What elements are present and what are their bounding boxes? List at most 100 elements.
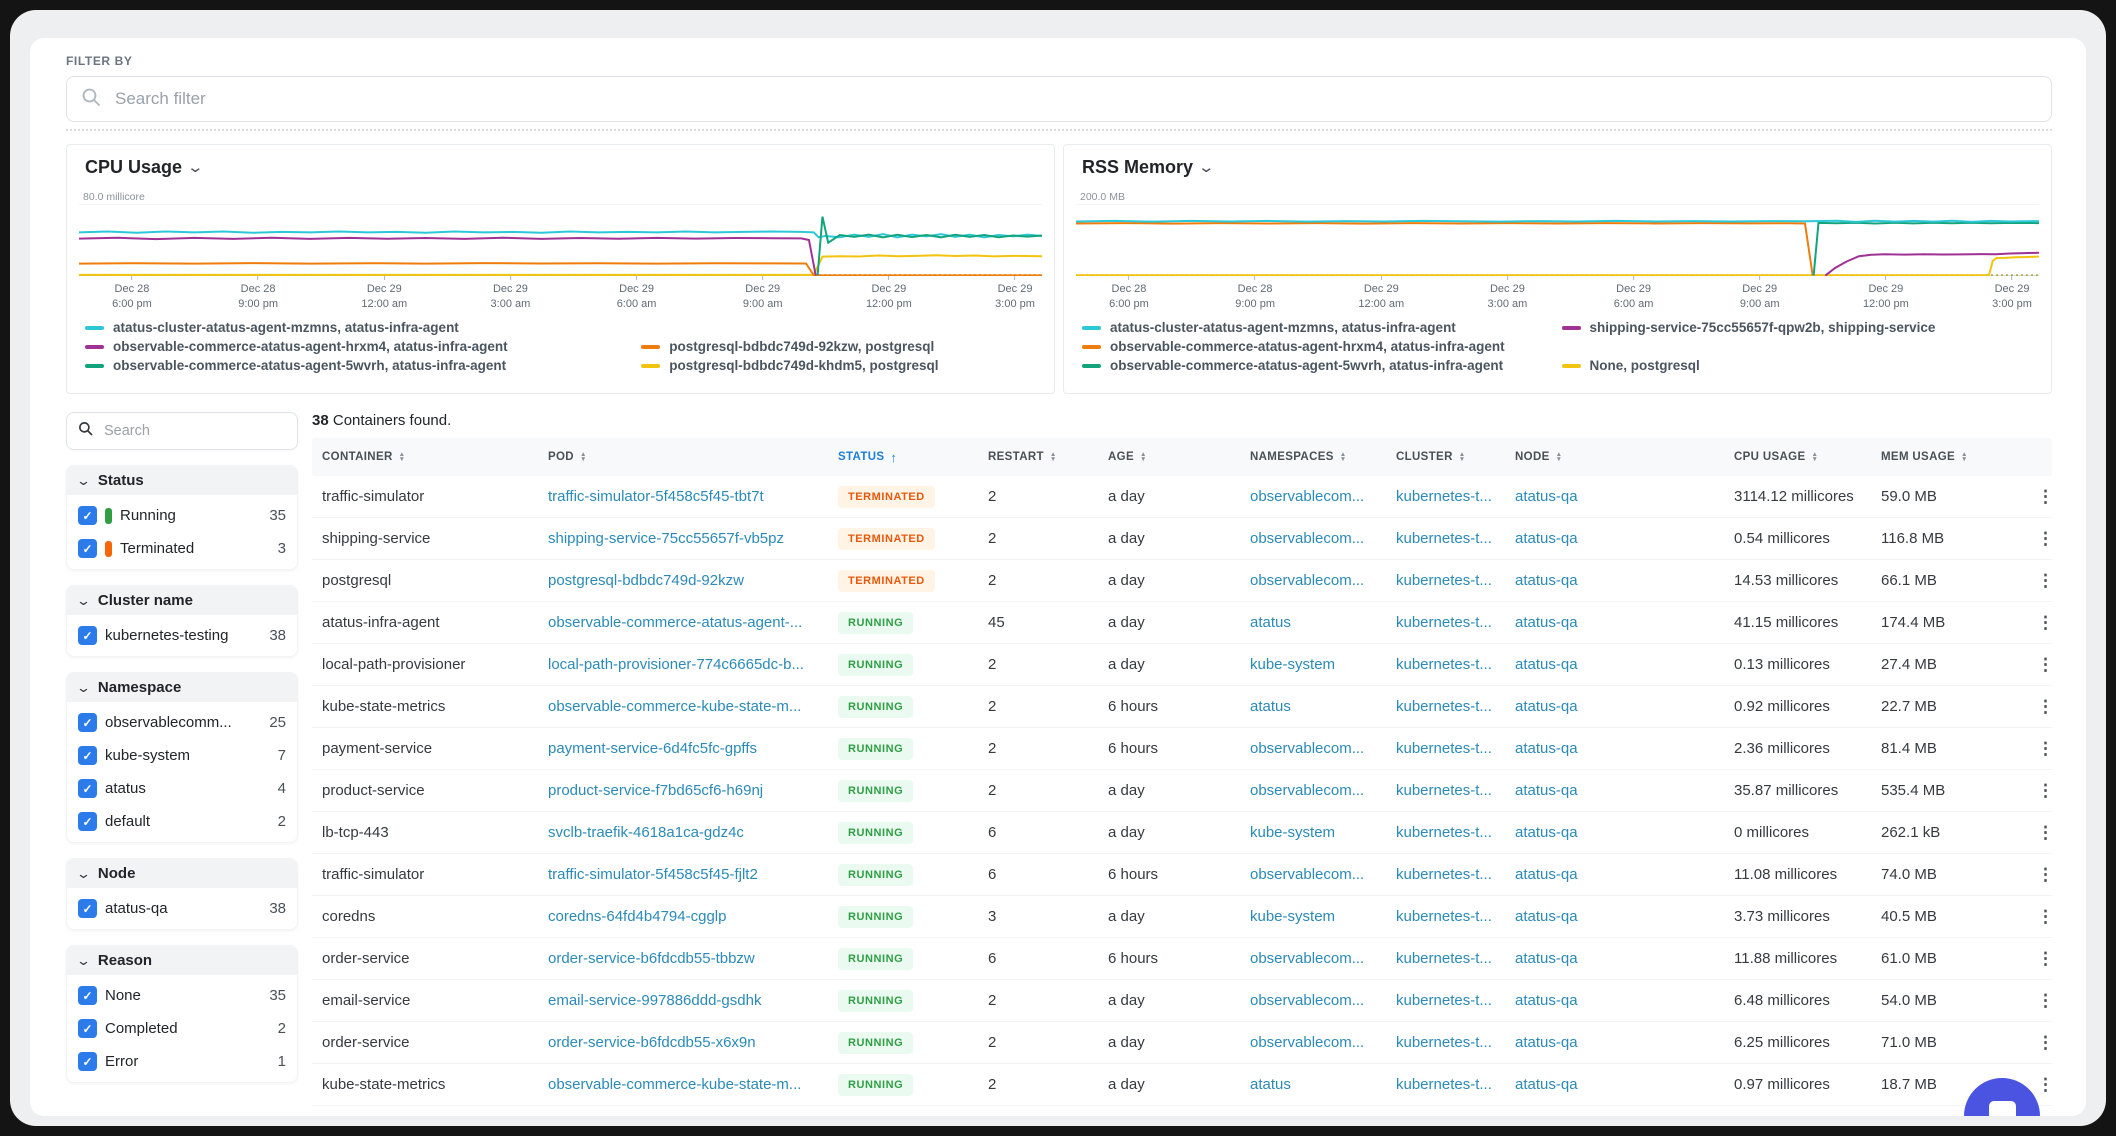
pod-link[interactable]: traffic-simulator-5f458c5f45-fjlt2 [548,866,758,883]
filter-option[interactable]: ✓ Error 1 [78,1051,286,1072]
cluster-link[interactable]: kubernetes-t... [1396,782,1492,799]
cluster-link[interactable]: kubernetes-t... [1396,950,1492,967]
column-header-cluster[interactable]: CLUSTER ▲▼ ↑ [1396,451,1466,463]
filter-option[interactable]: ✓ kube-system 7 [78,745,286,766]
search-filter-input[interactable] [113,88,2037,110]
node-link[interactable]: atatus-qa [1515,1034,1578,1051]
filter-section-header[interactable]: ⌄ Node [67,859,297,888]
node-link[interactable]: atatus-qa [1515,1076,1578,1093]
pod-link[interactable]: product-service-f7bd65cf6-h69nj [548,782,764,799]
node-link[interactable]: atatus-qa [1515,572,1578,589]
column-header-age[interactable]: AGE ▲▼ ↑ [1108,451,1147,463]
kebab-menu-icon[interactable]: ⋮ [2033,907,2052,926]
node-link[interactable]: atatus-qa [1515,656,1578,673]
node-link[interactable]: atatus-qa [1515,908,1578,925]
cluster-link[interactable]: kubernetes-t... [1396,1034,1492,1051]
checkbox-checked-icon[interactable]: ✓ [78,746,97,765]
namespace-link[interactable]: observablecom... [1250,866,1365,883]
kebab-menu-icon[interactable]: ⋮ [2033,823,2052,842]
pod-link[interactable]: order-service-b6fdcdb55-x6x9n [548,1034,756,1051]
chart-legend-item[interactable]: atatus-cluster-atatus-agent-mzmns, atatu… [1082,320,1562,335]
namespace-link[interactable]: atatus [1250,1076,1291,1093]
filter-option[interactable]: ✓ None 35 [78,985,286,1006]
node-link[interactable]: atatus-qa [1515,614,1578,631]
pod-link[interactable]: coredns-64fd4b4794-cgglp [548,908,727,925]
pod-link[interactable]: svclb-traefik-4618a1ca-gdz4c [548,824,744,841]
node-link[interactable]: atatus-qa [1515,950,1578,967]
cluster-link[interactable]: kubernetes-t... [1396,992,1492,1009]
node-link[interactable]: atatus-qa [1515,866,1578,883]
filter-option[interactable]: ✓ Running 35 [78,505,286,526]
kebab-menu-icon[interactable]: ⋮ [2033,529,2052,548]
namespace-link[interactable]: observablecom... [1250,992,1365,1009]
kebab-menu-icon[interactable]: ⋮ [2033,865,2052,884]
namespace-link[interactable]: observablecom... [1250,572,1365,589]
pod-link[interactable]: local-path-provisioner-774c6665dc-b... [548,656,804,673]
chart-legend-item[interactable]: None, postgresql [1561,358,2042,373]
chevron-down-icon[interactable]: ⌄ [1197,158,1216,176]
checkbox-checked-icon[interactable]: ✓ [78,1019,97,1038]
column-header-namespaces[interactable]: NAMESPACES ▲▼ ↑ [1250,451,1347,463]
cluster-link[interactable]: kubernetes-t... [1396,824,1492,841]
chart-legend-item[interactable]: observable-commerce-atatus-agent-5wvrh, … [1082,358,1562,373]
node-link[interactable]: atatus-qa [1515,992,1578,1009]
filter-section-header[interactable]: ⌄ Status [67,466,297,495]
column-header-mem-usage[interactable]: MEM USAGE ▲▼ ↑ [1881,451,1968,463]
filter-option[interactable]: ✓ default 2 [78,811,286,832]
namespace-link[interactable]: observablecom... [1250,740,1365,757]
cluster-link[interactable]: kubernetes-t... [1396,698,1492,715]
column-header-status[interactable]: STATUS ▲▼ ↑ [838,449,898,465]
checkbox-checked-icon[interactable]: ✓ [78,812,97,831]
namespace-link[interactable]: observablecom... [1250,530,1365,547]
kebab-menu-icon[interactable]: ⋮ [2033,697,2052,716]
kebab-menu-icon[interactable]: ⋮ [2033,1075,2052,1094]
cluster-link[interactable]: kubernetes-t... [1396,614,1492,631]
checkbox-checked-icon[interactable]: ✓ [78,899,97,918]
filter-option[interactable]: ✓ kubernetes-testing 38 [78,625,286,646]
namespace-link[interactable]: observablecom... [1250,1034,1365,1051]
filter-option[interactable]: ✓ Terminated 3 [78,538,286,559]
kebab-menu-icon[interactable]: ⋮ [2033,991,2052,1010]
cluster-link[interactable]: kubernetes-t... [1396,1076,1492,1093]
node-link[interactable]: atatus-qa [1515,530,1578,547]
namespace-link[interactable]: observablecom... [1250,488,1365,505]
cluster-link[interactable]: kubernetes-t... [1396,572,1492,589]
column-header-pod[interactable]: POD ▲▼ ↑ [548,451,587,463]
filter-section-header[interactable]: ⌄ Cluster name [67,586,297,615]
namespace-link[interactable]: observablecom... [1250,782,1365,799]
checkbox-checked-icon[interactable]: ✓ [78,506,97,525]
namespace-link[interactable]: kube-system [1250,824,1336,841]
cluster-link[interactable]: kubernetes-t... [1396,866,1492,883]
checkbox-checked-icon[interactable]: ✓ [78,779,97,798]
kebab-menu-icon[interactable]: ⋮ [2033,487,2052,506]
chart-legend-item[interactable]: observable-commerce-atatus-agent-5wvrh, … [85,358,641,373]
chart-legend-item[interactable]: shipping-service-75cc55657f-qpw2b, shipp… [1561,320,2042,335]
filter-option[interactable]: ✓ atatus 4 [78,778,286,799]
cluster-link[interactable]: kubernetes-t... [1396,908,1492,925]
cluster-link[interactable]: kubernetes-t... [1396,530,1492,547]
pod-link[interactable]: traffic-simulator-5f458c5f45-tbt7t [548,488,764,505]
kebab-menu-icon[interactable]: ⋮ [2033,613,2052,632]
checkbox-checked-icon[interactable]: ✓ [78,986,97,1005]
chart-legend-item[interactable]: observable-commerce-atatus-agent-hrxm4, … [1082,339,1562,354]
chart-legend-item[interactable]: postgresql-bdbdc749d-92kzw, postgresql [641,339,1044,354]
pod-link[interactable]: observable-commerce-kube-state-m... [548,698,802,715]
chart-legend-item[interactable]: atatus-cluster-atatus-agent-mzmns, atatu… [85,320,641,335]
chart-legend-item[interactable]: observable-commerce-atatus-agent-hrxm4, … [85,339,641,354]
cluster-link[interactable]: kubernetes-t... [1396,656,1492,673]
column-header-restart[interactable]: RESTART ▲▼ ↑ [988,451,1057,463]
pod-link[interactable]: order-service-b6fdcdb55-tbbzw [548,950,755,967]
checkbox-checked-icon[interactable]: ✓ [78,1052,97,1071]
cluster-link[interactable]: kubernetes-t... [1396,740,1492,757]
checkbox-checked-icon[interactable]: ✓ [78,539,97,558]
pod-link[interactable]: observable-commerce-kube-state-m... [548,1076,802,1093]
kebab-menu-icon[interactable]: ⋮ [2033,739,2052,758]
kebab-menu-icon[interactable]: ⋮ [2033,655,2052,674]
node-link[interactable]: atatus-qa [1515,782,1578,799]
filter-section-header[interactable]: ⌄ Reason [67,946,297,975]
filter-option[interactable]: ✓ atatus-qa 38 [78,898,286,919]
column-header-node[interactable]: NODE ▲▼ ↑ [1515,451,1563,463]
kebab-menu-icon[interactable]: ⋮ [2033,949,2052,968]
namespace-link[interactable]: observablecom... [1250,950,1365,967]
pod-link[interactable]: payment-service-6d4fc5fc-gpffs [548,740,757,757]
